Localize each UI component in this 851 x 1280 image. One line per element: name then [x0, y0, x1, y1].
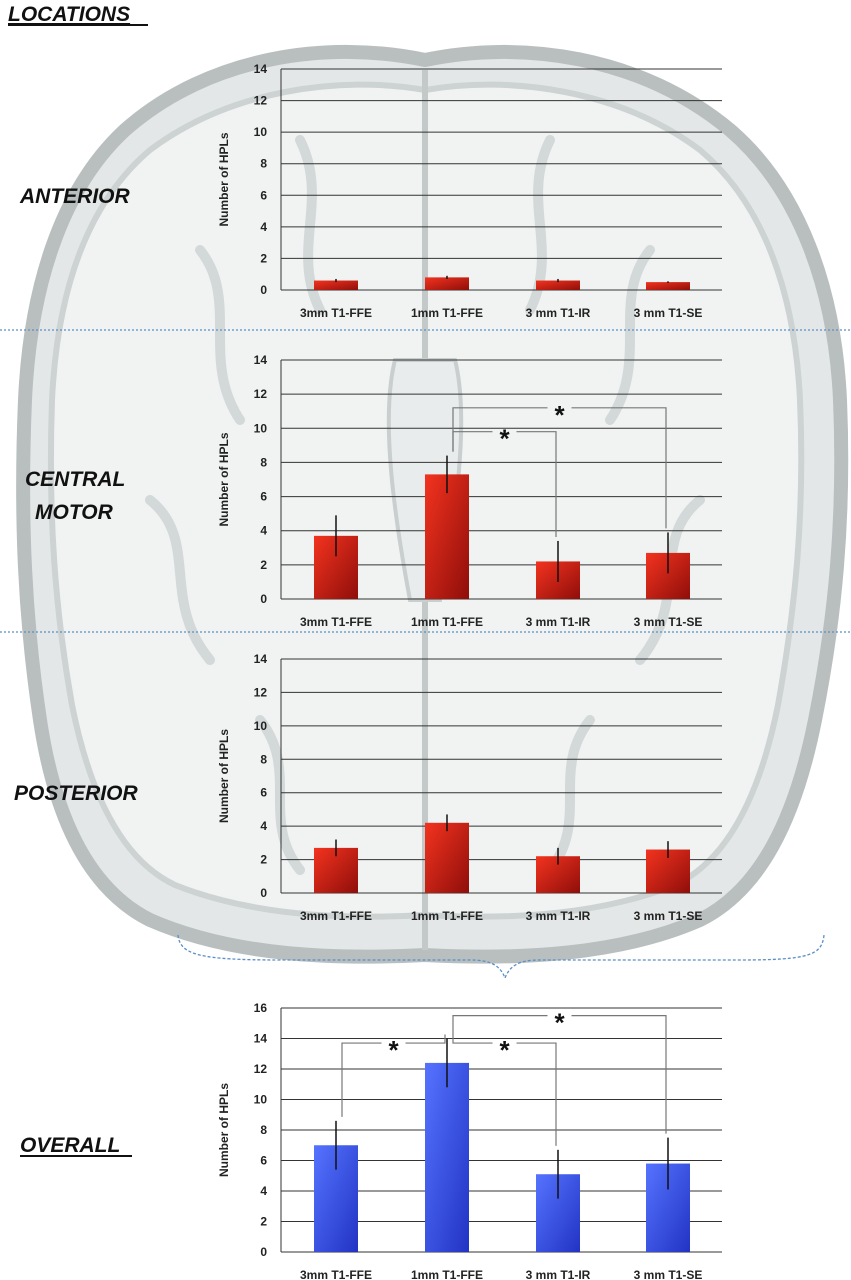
y-tick-label: 6	[260, 786, 267, 800]
y-tick-label: 12	[254, 685, 268, 699]
y-tick-label: 10	[254, 125, 268, 139]
category-label: 3 mm T1-SE	[634, 615, 703, 629]
y-tick-label: 0	[260, 1245, 267, 1259]
significance-bracket	[452, 1034, 557, 1146]
y-tick-label: 14	[254, 1032, 268, 1046]
significance-star: *	[499, 1035, 510, 1065]
y-axis-title: Number of HPLs	[217, 1083, 231, 1177]
y-tick-label: 4	[260, 819, 267, 833]
bar-3mm-t1-ffe	[314, 280, 358, 290]
y-tick-label: 8	[260, 455, 267, 469]
chart-overall: OVERALL 0 2 4 6 8 10 12 14 16 Number of HPLs 3mm T1…	[20, 1001, 722, 1280]
section-label-overall: OVERALL	[20, 1134, 120, 1157]
bar-1mm-t1-ffe	[425, 474, 469, 599]
y-tick-label: 0	[260, 592, 267, 606]
significance-star: *	[554, 1008, 565, 1038]
category-label: 3 mm T1-SE	[634, 306, 703, 320]
y-tick-label: 10	[254, 421, 268, 435]
category-label: 3 mm T1-IR	[526, 615, 591, 629]
significance-bracket	[341, 1034, 446, 1117]
y-tick-label: 10	[254, 719, 268, 733]
y-tick-label: 12	[254, 94, 268, 108]
bar-1mm-t1-ffe	[425, 277, 469, 290]
y-tick-label: 16	[254, 1001, 268, 1015]
section-label-anterior: ANTERIOR	[19, 185, 131, 208]
significance-star: *	[554, 400, 565, 430]
significance-star: *	[499, 424, 510, 454]
y-axis-title: Number of HPLs	[217, 432, 231, 526]
category-label: 1mm T1-FFE	[411, 306, 483, 320]
bar-1mm-t1-ffe	[425, 1062, 469, 1252]
y-tick-label: 14	[254, 652, 268, 666]
category-label: 1mm T1-FFE	[411, 909, 483, 923]
y-tick-label: 14	[254, 353, 268, 367]
y-tick-label: 4	[260, 524, 267, 538]
chart-central-motor: CENTRAL MOTOR 0 2 4 6 8 10 12 14 Number of HPLs 3mm…	[25, 353, 722, 629]
y-tick-label: 8	[260, 752, 267, 766]
y-tick-label: 14	[254, 62, 268, 76]
significance-bracket	[452, 1015, 667, 1134]
category-label: 3mm T1-FFE	[300, 306, 372, 320]
category-label: 3mm T1-FFE	[300, 615, 372, 629]
charts-layer: ANTERIOR 0 2 4 6 8 10 12 14 Number of HPLs 3mm T1-…	[14, 62, 722, 1280]
y-tick-label: 4	[260, 220, 267, 234]
y-tick-label: 6	[260, 490, 267, 504]
y-tick-label: 4	[260, 1184, 267, 1198]
y-tick-label: 2	[260, 558, 267, 572]
y-tick-label: 6	[260, 1154, 267, 1168]
y-tick-label: 2	[260, 853, 267, 867]
y-tick-label: 2	[260, 1215, 267, 1229]
significance-bracket	[452, 407, 667, 529]
section-label-central-motor: CENTRAL	[25, 468, 125, 491]
category-label: 3mm T1-FFE	[300, 1268, 372, 1280]
category-label: 1mm T1-FFE	[411, 1268, 483, 1280]
page-title: LOCATIONS	[8, 3, 130, 26]
y-tick-label: 10	[254, 1093, 268, 1107]
bar-3-mm-t1-ir	[536, 280, 580, 290]
section-label-central-motor: MOTOR	[35, 501, 114, 524]
y-tick-label: 6	[260, 188, 267, 202]
category-label: 3 mm T1-IR	[526, 909, 591, 923]
category-label: 3mm T1-FFE	[300, 909, 372, 923]
y-axis-title: Number of HPLs	[217, 132, 231, 226]
category-label: 3 mm T1-IR	[526, 306, 591, 320]
category-label: 3 mm T1-SE	[634, 909, 703, 923]
category-label: 3 mm T1-SE	[634, 1268, 703, 1280]
category-label: 3 mm T1-IR	[526, 1268, 591, 1280]
y-tick-label: 12	[254, 387, 268, 401]
bar-1mm-t1-ffe	[425, 822, 469, 893]
chart-posterior: POSTERIOR 0 2 4 6 8 10 12 14 Number of HPLs 3mm T1…	[14, 652, 722, 923]
y-tick-label: 8	[260, 1123, 267, 1137]
significance-star: *	[388, 1035, 399, 1065]
y-tick-label: 0	[260, 283, 267, 297]
section-label-posterior: POSTERIOR	[14, 782, 139, 805]
y-axis-title: Number of HPLs	[217, 729, 231, 823]
y-tick-label: 8	[260, 157, 267, 171]
y-tick-label: 12	[254, 1062, 268, 1076]
grouping-brace	[177, 934, 825, 980]
bar-3-mm-t1-se	[646, 282, 690, 290]
y-tick-label: 2	[260, 251, 267, 265]
category-label: 1mm T1-FFE	[411, 615, 483, 629]
y-tick-label: 0	[260, 886, 267, 900]
chart-anterior: ANTERIOR 0 2 4 6 8 10 12 14 Number of HPLs 3mm T1-…	[19, 62, 722, 320]
